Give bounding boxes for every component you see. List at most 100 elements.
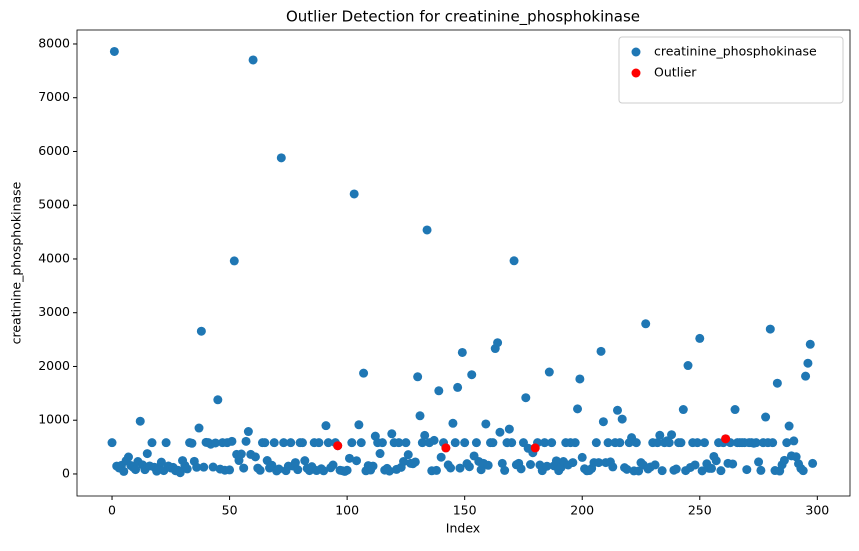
point [403,450,413,460]
point [290,458,300,468]
point [676,438,686,448]
point [384,466,394,476]
point [377,438,387,448]
point [276,153,286,163]
point [314,438,324,448]
point [448,418,458,428]
point [413,372,423,382]
point [754,457,764,467]
point [608,462,618,472]
y-tick-label: 8000 [38,35,70,50]
point [488,438,498,448]
y-tick-label: 0 [62,465,70,480]
point [323,438,333,448]
point [483,460,493,470]
y-tick-label: 5000 [38,197,70,212]
point [182,464,192,474]
point [707,463,717,473]
point [765,324,775,334]
x-tick-label: 50 [222,503,238,518]
point [598,417,608,427]
point [683,361,693,371]
point [255,465,265,475]
point [772,378,782,388]
point [742,465,752,475]
point [542,461,552,471]
point [697,466,707,476]
chart-title: Outlier Detection for creatinine_phospho… [286,8,640,27]
legend-marker [631,47,641,57]
point [229,256,239,266]
point [699,438,709,448]
point [617,414,627,424]
point [779,455,789,465]
point [455,463,465,473]
point [521,393,531,403]
y-tick-label: 4000 [38,250,70,265]
point [615,438,625,448]
point [751,438,761,448]
legend-marker [631,68,641,78]
point [721,434,731,444]
point [678,405,688,415]
point [761,412,771,422]
point [349,189,359,199]
x-tick-label: 0 [108,503,116,518]
point [210,438,220,448]
y-axis-label: creatinine_phosphokinase [9,181,24,344]
point [782,438,792,448]
point [596,346,606,356]
point [789,436,799,446]
point [509,256,519,266]
point [650,460,660,470]
point [241,436,251,446]
point [655,430,665,440]
point [344,453,354,463]
point [333,441,343,451]
point [279,438,289,448]
point [547,438,557,448]
point [269,438,279,448]
point [526,460,536,470]
point [196,326,206,336]
point [791,452,801,462]
point [250,452,260,462]
point [575,374,585,384]
point [446,463,456,473]
point [657,466,667,476]
point [321,421,331,431]
point [300,456,310,466]
point [622,464,632,474]
point [728,459,738,469]
point [429,435,439,445]
point [352,456,362,466]
point [808,458,818,468]
point [495,427,505,437]
point [356,438,366,448]
x-tick-label: 250 [688,503,712,518]
point [342,465,352,475]
point [464,462,474,472]
point [123,452,133,462]
point [147,438,157,448]
point [319,466,329,476]
point [573,404,583,414]
point [544,367,554,377]
point [236,449,246,459]
point [692,438,702,448]
point [156,457,166,467]
point [497,458,507,468]
point [208,462,218,472]
point [504,424,514,434]
point [194,423,204,433]
point [387,429,397,439]
point [161,438,171,448]
point [436,452,446,462]
point [516,464,526,474]
y-tick-label: 7000 [38,89,70,104]
point [422,225,432,235]
point [690,460,700,470]
point [417,438,427,448]
point [551,456,561,466]
y-tick-label: 3000 [38,304,70,319]
